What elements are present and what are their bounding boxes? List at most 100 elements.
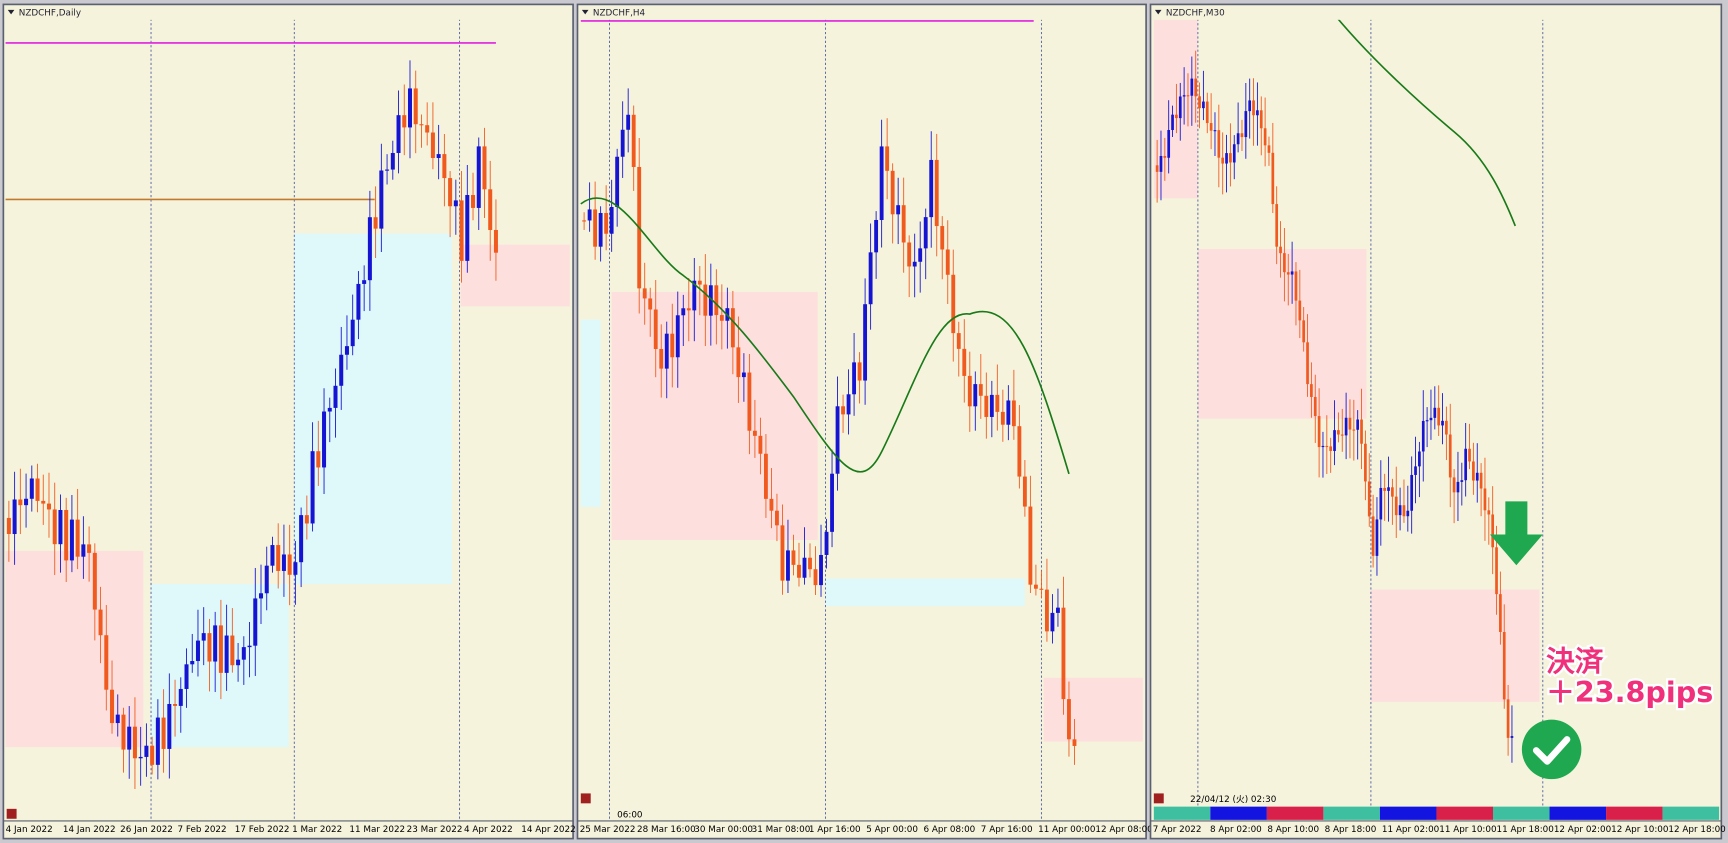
candle-body [1163,155,1167,158]
candle-body [956,333,961,349]
candle-body [1421,420,1425,452]
candle-body [236,659,241,666]
title-arrow [7,9,15,15]
candle-body [178,688,183,706]
x-axis-label: 26 Jan 2022 [120,825,173,835]
candle-body [1067,699,1071,740]
x-axis-label: 12 Apr 02:00 [1554,825,1612,835]
candle-body [703,284,708,316]
candle-body [1364,443,1367,482]
candle-body [857,362,862,381]
candle-body [912,261,917,267]
candle-body [1491,514,1495,548]
candle-body [626,114,631,130]
candle-body [830,473,834,532]
zone [1370,589,1540,702]
candle-body [110,689,115,724]
candle-body [1221,157,1225,164]
candle-body [327,407,332,412]
candle-body [1313,396,1317,417]
candle-body [868,252,873,305]
panels: NZDCHF,Daily 4 Jan 2022 14 Jan 2022 26 Jan … [2,3,1726,840]
session-bar [1492,806,1550,820]
candle-body [747,372,752,431]
candle-body [1225,153,1228,164]
candle-body [299,515,304,563]
candle-body [396,115,401,153]
candle-body [1039,588,1044,590]
candle-body [184,664,189,689]
candle-body [98,609,103,636]
candle-body [29,478,34,499]
candle-body [967,375,972,407]
candle-body [708,285,713,316]
candle-body [138,756,143,759]
candle-body [846,394,851,415]
candle-body [58,509,63,545]
candle-body [989,394,994,417]
x-axis-label: 7 Feb 2022 [177,825,226,835]
candle-body [1178,96,1182,119]
x-axis-label: 1 Apr 16:00 [809,825,861,835]
candle-body [195,640,200,662]
candle-body [1479,472,1483,489]
x-axis-label: 14 Apr 2022 [521,825,575,835]
panel-bg [1149,3,1723,840]
zone [5,550,144,748]
moving-average [1327,6,1517,227]
candle-body [791,550,796,565]
candle-body [631,114,636,167]
candle-body [150,745,155,765]
candle-body [115,714,120,724]
candle-body [741,372,746,378]
candle-body [1198,96,1201,109]
candle-body [675,315,680,358]
candle-body [1213,130,1217,132]
candle-body [896,205,901,215]
candle-body [1321,445,1325,448]
candle-body [1275,204,1279,247]
candle-body [1402,505,1406,517]
candle-body [161,717,166,749]
candle-body [1495,547,1498,595]
candle-body [144,745,149,757]
x-axis-label: 12 Apr 10:00 [1611,825,1669,835]
candle-body [1011,400,1016,427]
candle-body [681,308,686,316]
candle-body [52,509,57,545]
candle-body [1483,488,1487,511]
candle-body [1236,133,1240,145]
candle-body [1244,111,1248,138]
candle-body [224,635,229,673]
candle-body [293,562,298,575]
candle-body [582,220,587,222]
candle-body [81,544,86,557]
candle-body [1383,487,1387,491]
session-bar [1436,806,1493,820]
candle-body [973,384,978,407]
candle-body [264,565,269,594]
x-axis-label: 11 Apr 00:00 [1038,825,1096,835]
candle-body [1310,384,1313,397]
candle-body [813,569,818,586]
x-axis-label: 31 Mar 08:00 [752,825,811,835]
candle-body [373,217,378,229]
candle-body [419,124,424,126]
candle-body [1317,416,1321,448]
candle-body [465,195,470,261]
candle-body [978,384,983,396]
candle-body [213,625,218,662]
candle-body [92,552,97,610]
candle-body [1460,480,1464,482]
zone [825,578,1025,607]
zone [580,319,601,507]
panel-icon [1153,793,1164,804]
candle-body [923,217,928,249]
candle-body [1279,246,1282,254]
candle-body [1452,477,1456,493]
candle-body [1072,739,1077,746]
candle-body [1159,155,1163,172]
candle-body [350,319,355,347]
candle-body [670,333,675,358]
